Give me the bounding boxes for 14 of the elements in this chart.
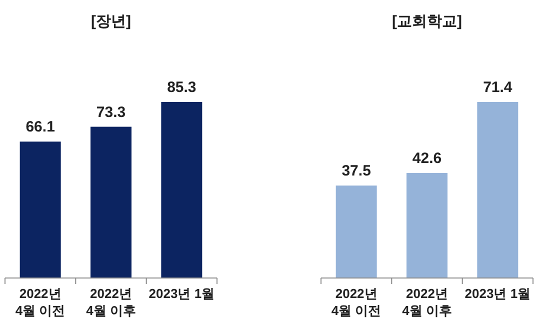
data-label: 42.6 bbox=[412, 150, 442, 167]
x-tick-label: 2023년 1월 bbox=[464, 286, 531, 301]
data-label: 71.4 bbox=[483, 79, 513, 96]
x-tick-label: 2022년 4월 이후 bbox=[86, 286, 136, 318]
x-tick-label: 2023년 1월 bbox=[148, 286, 215, 301]
data-label: 37.5 bbox=[342, 162, 371, 180]
data-label: 85.3 bbox=[167, 79, 196, 96]
x-tick-label: 2022년 4월 이후 bbox=[402, 286, 452, 318]
x-tick-label: 2022년 4월 이전 bbox=[15, 286, 66, 318]
x-tick-label: 2022년 4월 이전 bbox=[331, 286, 382, 318]
data-label: 66.1 bbox=[26, 118, 55, 136]
chart-title: [장년] bbox=[91, 13, 131, 30]
chart-title: [교회학교] bbox=[392, 13, 462, 30]
data-label: 73.3 bbox=[96, 104, 126, 121]
